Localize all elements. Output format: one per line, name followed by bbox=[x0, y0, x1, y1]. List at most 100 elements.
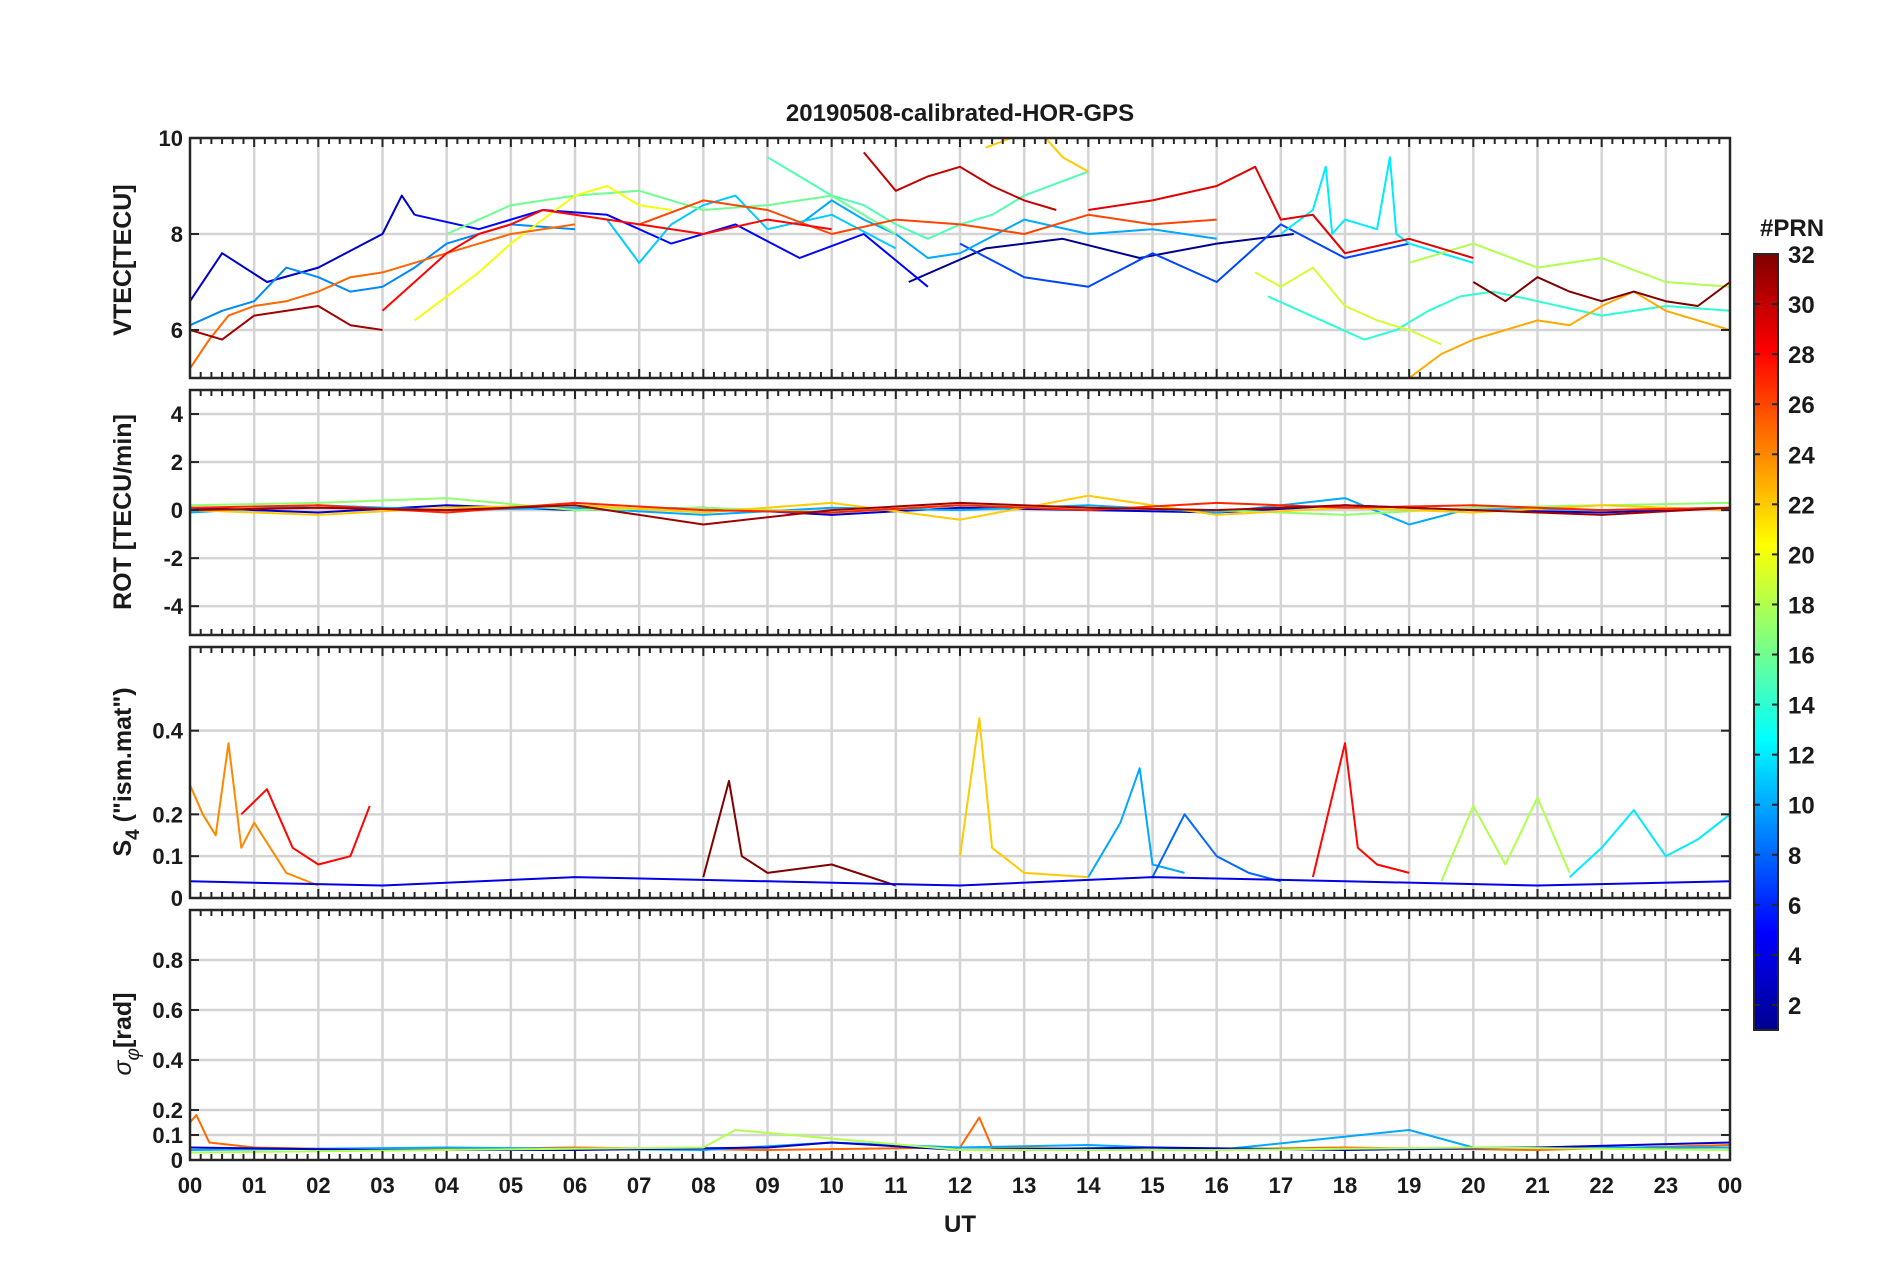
rot-series-prn-22 bbox=[190, 494, 1730, 521]
s4-series-prn-8 bbox=[1151, 813, 1282, 883]
x-tick-label: 19 bbox=[1397, 1173, 1421, 1198]
rot-series bbox=[190, 494, 1730, 526]
x-tick-label: 12 bbox=[948, 1173, 972, 1198]
x-tick-label: 01 bbox=[242, 1173, 266, 1198]
colorbar-tick-label: 2 bbox=[1788, 993, 1801, 1020]
sigma_phi-series-prn-18 bbox=[190, 1129, 1730, 1154]
rot-series-prn-27 bbox=[190, 501, 1730, 514]
vtec-series-prn-11 bbox=[606, 194, 897, 264]
s4-series-prn-12 bbox=[1568, 809, 1730, 878]
vtec-series-prn-28 bbox=[381, 209, 832, 312]
colorbar-tick-label: 28 bbox=[1788, 342, 1815, 369]
vtec-ylabel: VTEC[TECU] bbox=[109, 184, 137, 335]
sigma-phi-panel: σφ[rad] 00.10.2 0.4 0.6 0.8 bbox=[109, 908, 1732, 1173]
s4-series-prn-18 bbox=[1440, 796, 1571, 882]
vtec-ytick-label: 6 bbox=[171, 318, 183, 343]
colorbar-tick-label: 24 bbox=[1788, 442, 1815, 469]
vtec-series-prn-14 bbox=[1267, 290, 1730, 341]
sigma-phi-ylabel: σφ[rad] bbox=[109, 992, 144, 1075]
colorbar-tick-label: 20 bbox=[1788, 542, 1815, 569]
vtec-series-prn-30 bbox=[863, 151, 1057, 211]
rot-ytick-label: 0 bbox=[171, 498, 183, 523]
vtec-series-prn-5 bbox=[414, 209, 929, 288]
vtec-series-prn-9 bbox=[190, 223, 576, 327]
vtec-series-prn-1 bbox=[908, 233, 1294, 283]
vtec-frame bbox=[188, 136, 1732, 380]
sigma_phi-series-prn-25 bbox=[190, 1114, 1730, 1151]
x-tick-label: 02 bbox=[306, 1173, 330, 1198]
vtec-series-prn-23 bbox=[1408, 290, 1730, 378]
x-tick-label: 09 bbox=[755, 1173, 779, 1198]
vtec-ytick-label: 10 bbox=[159, 126, 183, 151]
s4-series-prn-22 bbox=[959, 717, 1089, 879]
s4-ytick-label: 0 bbox=[171, 886, 183, 911]
vtec-series-prn-20 bbox=[414, 185, 672, 322]
rot-ytick-label: 4 bbox=[171, 402, 184, 427]
s4-series-prn-32 bbox=[702, 779, 897, 887]
colorbar-tick-label: 18 bbox=[1788, 592, 1815, 619]
s4-panel: S4 ("ism.mat") 0 0.1 0.2 0.4 bbox=[109, 645, 1732, 911]
vtec-series-prn-32 bbox=[1472, 276, 1730, 307]
rot-ytick-label: 2 bbox=[171, 450, 183, 475]
rot-ylabel: ROT [TECU/min] bbox=[109, 414, 137, 610]
x-tick-label: 06 bbox=[563, 1173, 587, 1198]
colorbar-tick-label: 10 bbox=[1788, 793, 1815, 820]
x-tick-label: 13 bbox=[1012, 1173, 1036, 1198]
colorbar-tick-label: 6 bbox=[1788, 893, 1801, 920]
s4-ylabel: S4 ("ism.mat") bbox=[109, 687, 144, 856]
vtec-series-prn-7 bbox=[959, 223, 1410, 288]
x-tick-label: 14 bbox=[1076, 1173, 1101, 1198]
s4-ytick-label: 0.4 bbox=[152, 719, 183, 744]
rot-ytick-label: -4 bbox=[163, 594, 183, 619]
colorbar-tick-label: 4 bbox=[1788, 943, 1802, 970]
rot-frame bbox=[188, 388, 1732, 637]
x-tick-label: 22 bbox=[1589, 1173, 1613, 1198]
rot-series-prn-31 bbox=[190, 501, 1730, 526]
x-tick-label: 15 bbox=[1140, 1173, 1164, 1198]
colorbar-tick-label: 22 bbox=[1788, 492, 1815, 519]
x-tick-label: 20 bbox=[1461, 1173, 1485, 1198]
s4-minor-ticks bbox=[189, 647, 1731, 898]
x-tick-label: 07 bbox=[627, 1173, 651, 1198]
s4-series-prn-10 bbox=[1087, 767, 1185, 878]
vtec-series-prn-19 bbox=[1254, 266, 1442, 346]
sigma_phi-ytick-label: 0 bbox=[171, 1148, 183, 1173]
colorbar-tick-label: 30 bbox=[1788, 292, 1815, 319]
rot-ytick-label: -2 bbox=[163, 546, 183, 571]
vtec-series-prn-31 bbox=[190, 305, 383, 341]
vtec-series-prn-26 bbox=[638, 199, 1217, 235]
s4-ytick-label: 0.2 bbox=[152, 802, 183, 827]
sigma_phi-ytick-label: 0.1 bbox=[152, 1123, 183, 1148]
x-tick-label: 21 bbox=[1525, 1173, 1549, 1198]
vtec-series-prn-29 bbox=[1088, 165, 1474, 259]
s4-series-prn-28 bbox=[240, 788, 371, 866]
colorbar-tick-label: 32 bbox=[1788, 242, 1815, 269]
colorbar-tick-label: 12 bbox=[1788, 743, 1815, 770]
sigma_phi-ytick-label: 0.4 bbox=[152, 1048, 183, 1073]
colorbar-tick-label: 26 bbox=[1788, 392, 1815, 419]
x-tick-label: 18 bbox=[1333, 1173, 1357, 1198]
colorbar-tick-label: 8 bbox=[1788, 843, 1801, 870]
rot-panel: ROT [TECU/min] -4 -2 0 2 4 bbox=[109, 388, 1732, 637]
vtec-series-prn-3 bbox=[190, 194, 416, 302]
vtec-series-prn-12 bbox=[1280, 156, 1474, 264]
x-tick-label: 11 bbox=[884, 1173, 907, 1198]
colorbar-tick-label: 14 bbox=[1788, 693, 1815, 720]
vtec-series-prn-10 bbox=[799, 199, 1217, 259]
colorbar-tick-label: 16 bbox=[1788, 643, 1815, 670]
vtec-series-prn-16 bbox=[446, 189, 897, 235]
colorbar-gradient bbox=[1753, 253, 1779, 1031]
x-tick-label: 23 bbox=[1654, 1173, 1678, 1198]
s4-ytick-label: 0.1 bbox=[152, 844, 183, 869]
x-tick-label: 08 bbox=[691, 1173, 715, 1198]
s4-series-prn-4 bbox=[190, 876, 1730, 887]
x-tick-label: 16 bbox=[1204, 1173, 1228, 1198]
s4-series-prn-24 bbox=[190, 742, 319, 887]
x-tick-label: 04 bbox=[434, 1173, 459, 1198]
vtec-series-prn-15 bbox=[766, 156, 1089, 240]
s4-series bbox=[190, 717, 1730, 887]
s4-series-prn-28 bbox=[1311, 742, 1410, 878]
x-axis: 00 01 02 03 04 05 06 07 08 09 10 11 12 13 14 15 16 17 18 19… bbox=[178, 1173, 1742, 1198]
